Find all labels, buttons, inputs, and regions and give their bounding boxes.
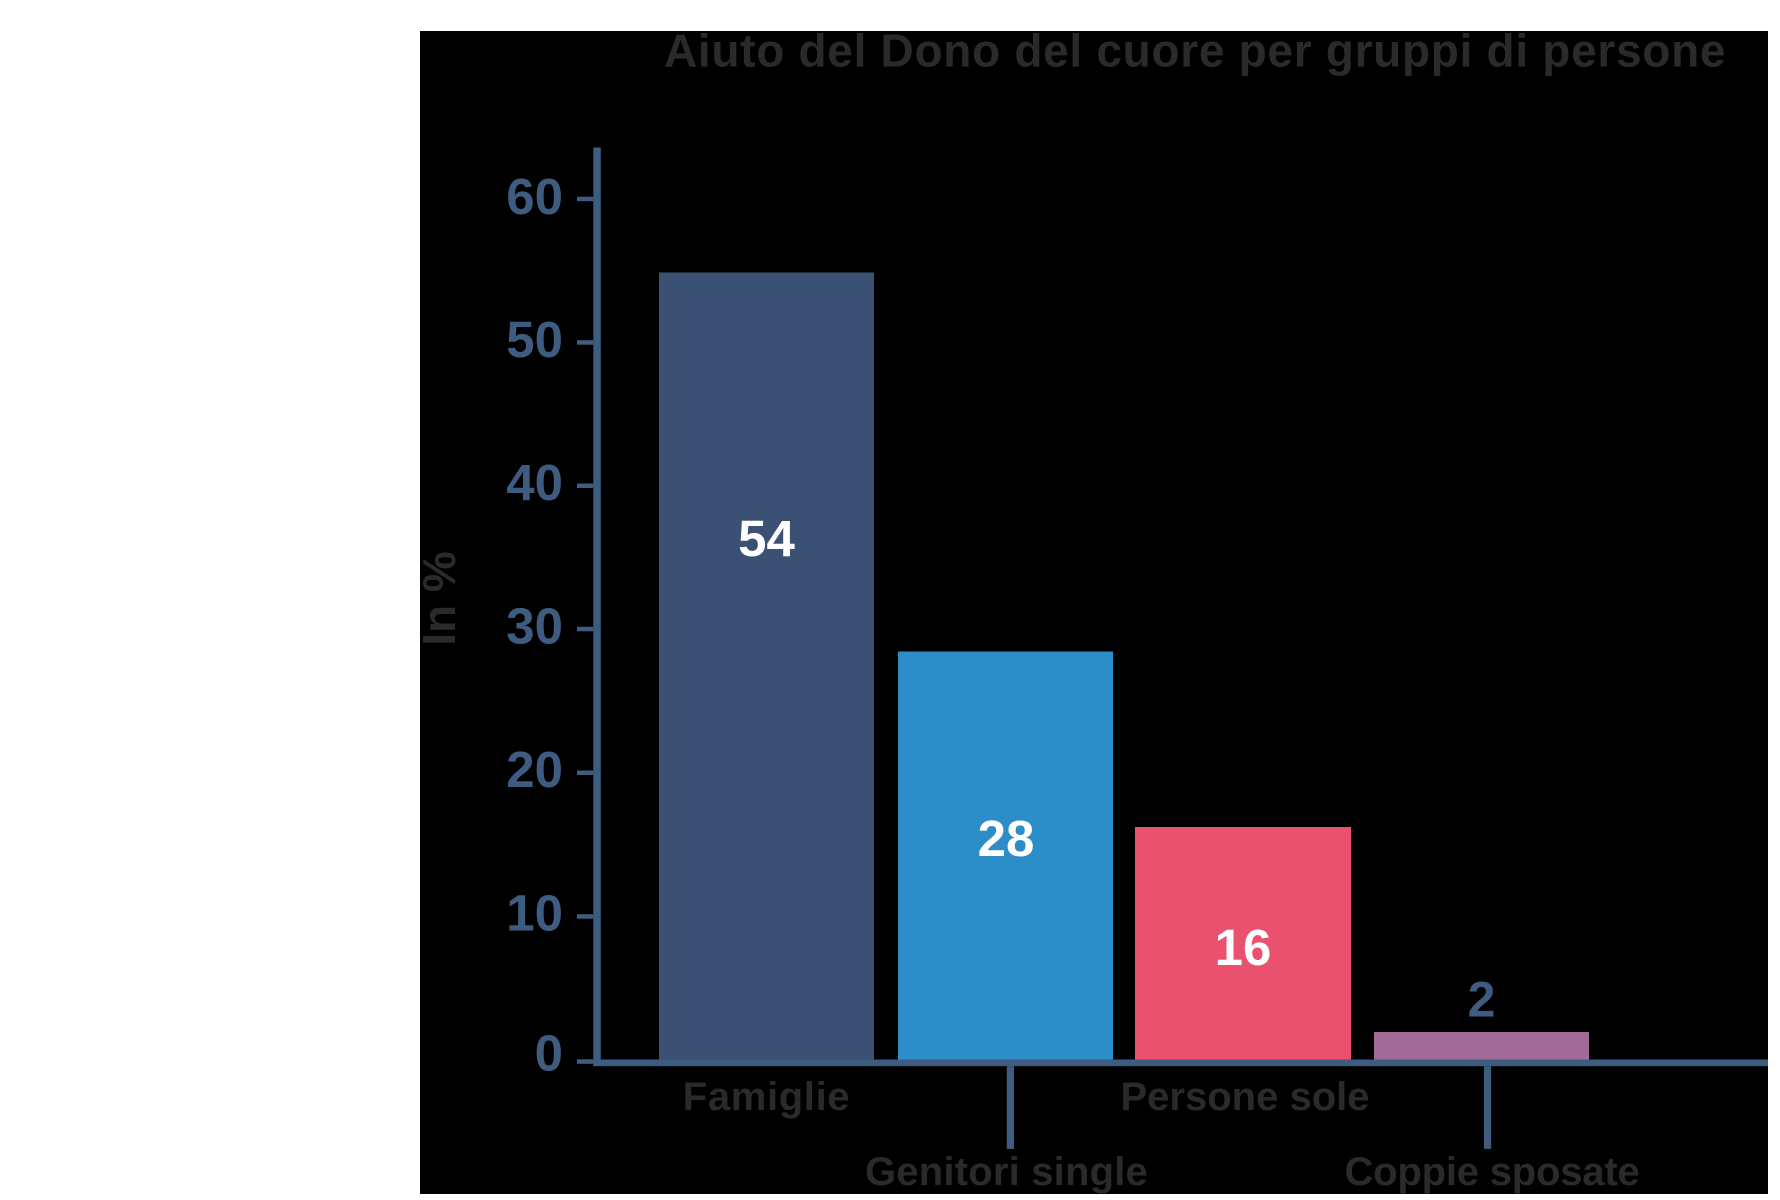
svg-text:Genitori single: Genitori single xyxy=(865,1150,1148,1194)
svg-text:Persone sole: Persone sole xyxy=(1120,1075,1369,1119)
svg-text:Coppie sposate: Coppie sposate xyxy=(1344,1150,1639,1194)
svg-text:40: 40 xyxy=(506,454,563,511)
svg-text:54: 54 xyxy=(738,510,795,567)
svg-text:20: 20 xyxy=(506,741,563,798)
svg-text:50: 50 xyxy=(506,311,563,368)
svg-text:2: 2 xyxy=(1468,972,1496,1028)
svg-text:28: 28 xyxy=(978,810,1035,867)
svg-text:Famiglie: Famiglie xyxy=(683,1075,850,1119)
svg-text:60: 60 xyxy=(506,168,563,225)
svg-text:Aiuto del Dono del cuore per g: Aiuto del Dono del cuore per gruppi di p… xyxy=(664,24,1726,76)
svg-text:10: 10 xyxy=(506,885,563,942)
svg-text:30: 30 xyxy=(506,598,563,655)
svg-text:0: 0 xyxy=(535,1025,563,1082)
svg-text:16: 16 xyxy=(1215,919,1272,976)
svg-text:In %: In % xyxy=(413,551,465,646)
